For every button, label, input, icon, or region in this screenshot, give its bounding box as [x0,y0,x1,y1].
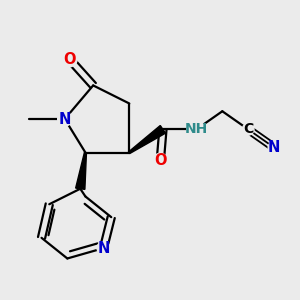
Ellipse shape [153,153,167,167]
Polygon shape [129,125,166,153]
Ellipse shape [63,52,77,67]
Text: N: N [58,112,71,127]
Polygon shape [76,152,86,189]
Ellipse shape [187,122,206,136]
Text: NH: NH [185,122,208,136]
Text: N: N [268,140,280,155]
Ellipse shape [58,112,72,126]
Ellipse shape [268,142,280,153]
Text: C: C [243,122,253,136]
Ellipse shape [242,124,254,135]
Text: N: N [97,241,110,256]
Text: O: O [154,153,167,168]
Text: O: O [64,52,76,67]
Ellipse shape [97,242,110,255]
